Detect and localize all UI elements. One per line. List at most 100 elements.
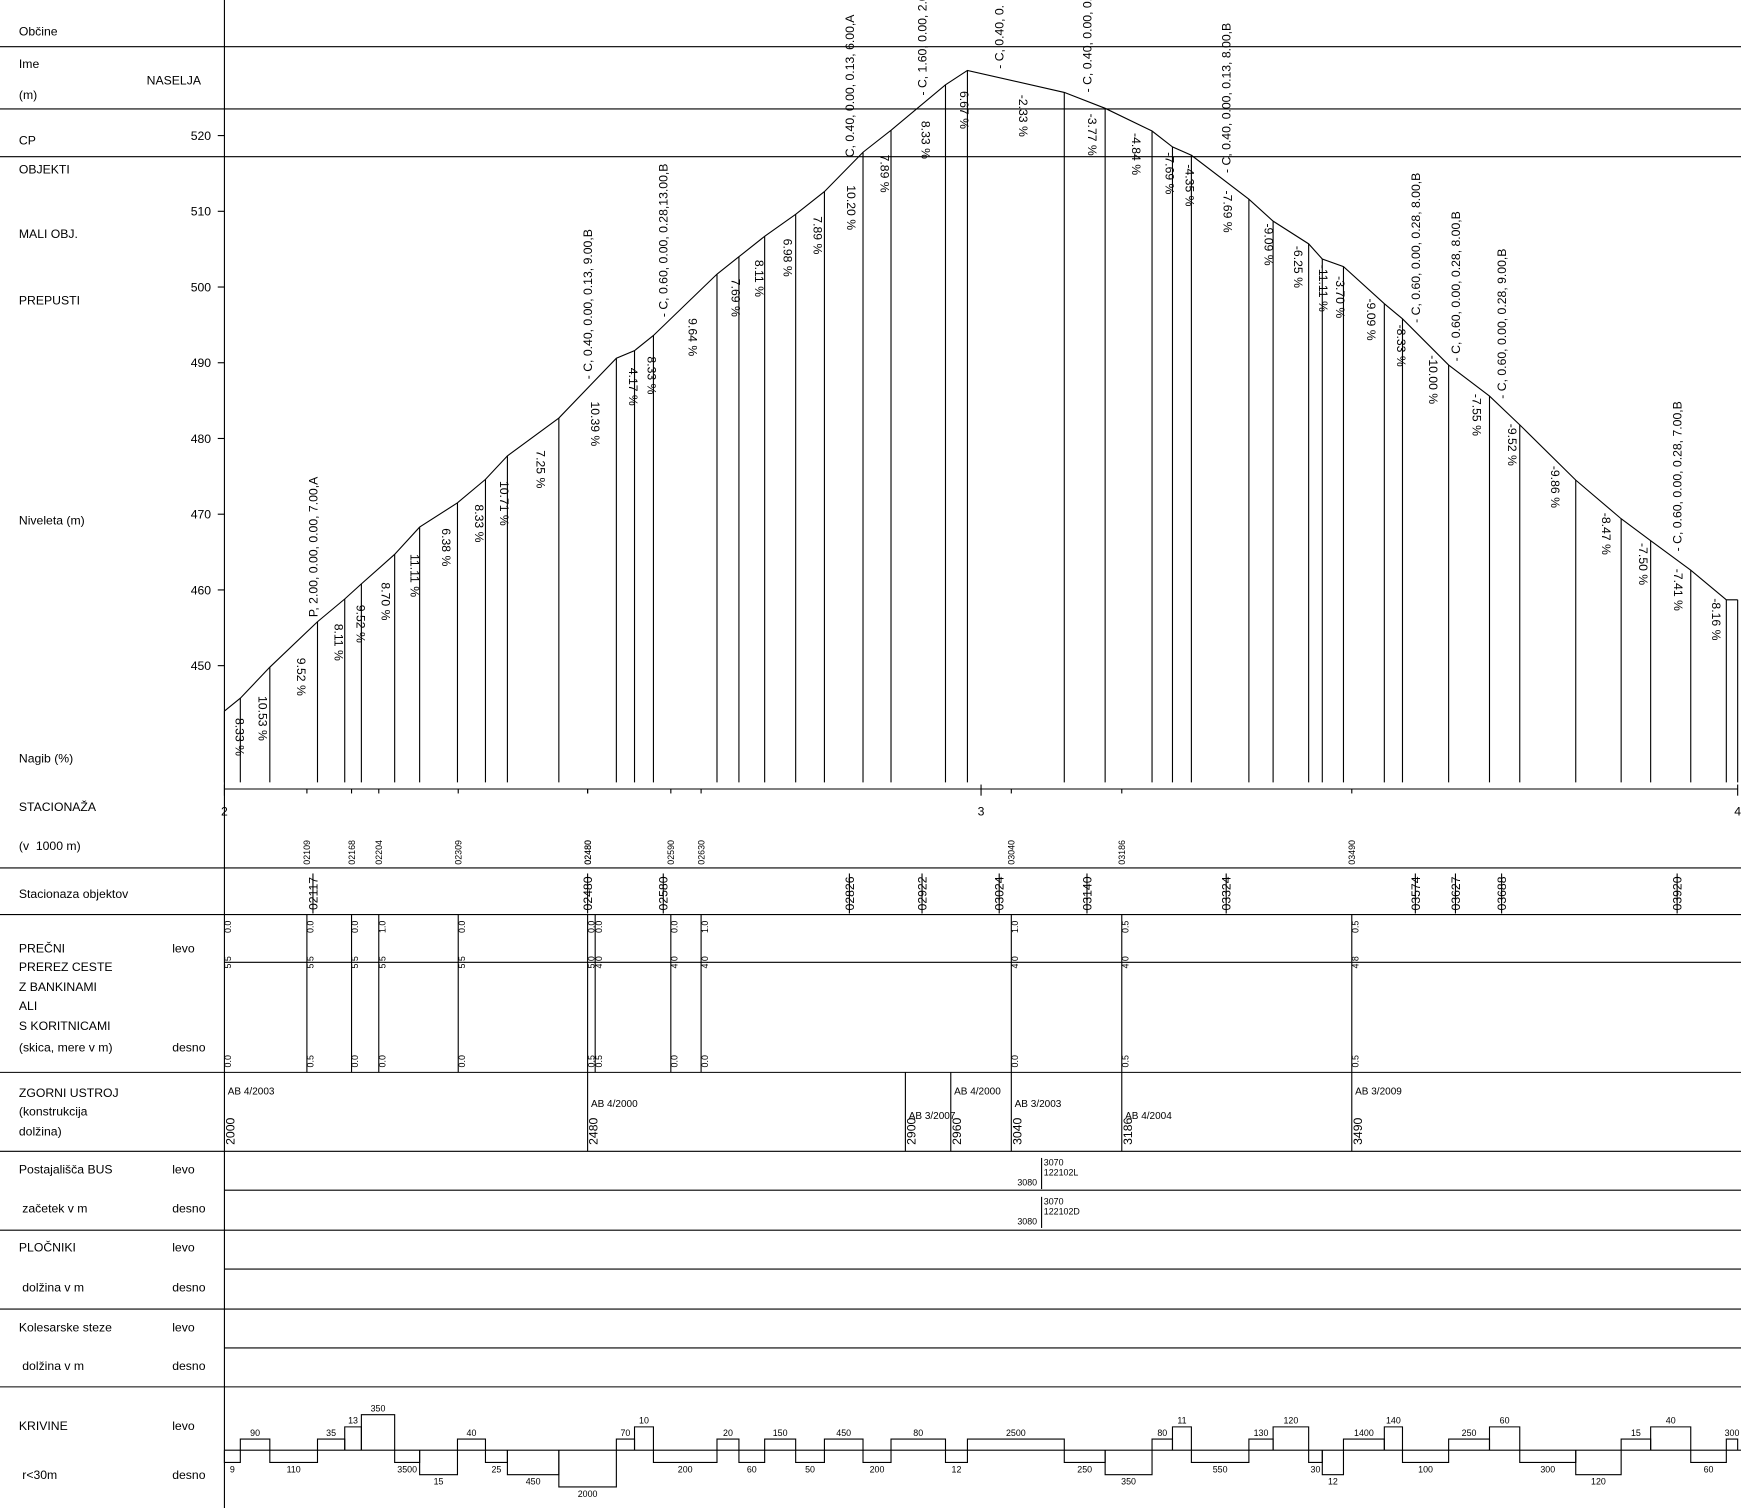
object-note: - C, 0.60, 0.00, 0.28, 8.00,B [1449, 211, 1463, 361]
row-label: Z BANKINAMI [19, 980, 97, 994]
curve-radius: 25 [491, 1464, 501, 1474]
curve-radius: 9 [230, 1464, 235, 1474]
station-mark-label: 02480 [583, 840, 593, 865]
station-mark-label: 02590 [666, 840, 676, 865]
curve-radius: 140 [1386, 1416, 1401, 1426]
section-value: 0.0 [350, 1055, 360, 1067]
grade-label: 4.17 % [626, 368, 640, 406]
row-label: NASELJA [147, 73, 202, 87]
curve-radius: 2000 [578, 1489, 598, 1499]
grade-label: 8.11 % [331, 624, 345, 661]
row-label: levo [172, 1240, 195, 1254]
structure-label: AB 4/2000 [954, 1087, 1001, 1098]
curve-radius: 250 [1462, 1428, 1477, 1438]
object-note: - C, 0.40, 0. [993, 5, 1007, 69]
object-station: 03140 [1080, 876, 1094, 910]
grade-label: -8.33 % [1394, 325, 1408, 367]
elevation-label: 520 [191, 129, 212, 143]
curve-radius: 120 [1591, 1477, 1606, 1487]
structure-station: 2900 [904, 1117, 918, 1144]
section-value: 4.0 [1010, 956, 1020, 968]
curve-radius: 450 [836, 1428, 851, 1438]
object-note: - C, 0.40, 0.00, 0. [1080, 0, 1094, 92]
curve-radius: 60 [747, 1464, 757, 1474]
curve [862, 1450, 892, 1463]
curve-radius: 12 [1328, 1477, 1338, 1487]
curve [633, 1426, 654, 1451]
row-label: Niveleta (m) [19, 514, 85, 528]
curve [223, 1450, 241, 1463]
bus-code: 122102D [1044, 1207, 1080, 1217]
structure-label: AB 3/2003 [1015, 1099, 1062, 1110]
section-value: 0.0 [377, 1055, 387, 1067]
object-note: - C, 0.60, 0.00, 0.28, 9.00,B [1495, 249, 1509, 399]
row-label: CP [19, 133, 36, 147]
row-label: dolžina v m [19, 1359, 84, 1373]
structure-station: 3040 [1010, 1117, 1024, 1144]
section-value: 0.5 [306, 1055, 316, 1067]
grade-label: 9.52 % [294, 658, 308, 696]
curve-radius: 50 [805, 1464, 815, 1474]
object-station: 02922 [915, 876, 929, 910]
object-note: - C, 0.40, 0.00, 0.13, 8.00,B [1220, 23, 1234, 173]
grade-label: 9.52 % [353, 605, 367, 643]
curve [738, 1450, 766, 1463]
section-value: 0.5 [1350, 1055, 1360, 1067]
grade-label: -9.86 % [1548, 466, 1562, 508]
curve [269, 1450, 319, 1463]
curve-radius: 130 [1254, 1428, 1269, 1438]
curve-radius: 200 [678, 1464, 693, 1474]
bus-start: 3070 [1044, 1197, 1064, 1207]
curve-radius: 110 [287, 1464, 301, 1474]
station-mark-label: 02168 [347, 840, 357, 865]
section-value: 0.0 [223, 1055, 233, 1067]
curve [1383, 1426, 1404, 1451]
grade-label: -9.52 % [1505, 424, 1519, 466]
structure-label: AB 4/2003 [228, 1087, 275, 1098]
object-note: - C, 0.60, 0.00, 0.28, 7.00,B [1671, 401, 1685, 551]
elevation-label: 500 [191, 280, 212, 294]
object-note: - C, 0.60, 0.00, 0.28,13.00,B [657, 164, 671, 318]
grade-label: 7.89 % [810, 216, 824, 254]
row-label: levo [172, 941, 195, 955]
section-value: 0.0 [350, 921, 360, 933]
grade-label: 6.98 % [780, 239, 794, 277]
section-value: 0.5 [1120, 921, 1130, 933]
object-station: 03627 [1449, 876, 1463, 910]
curve [652, 1450, 718, 1463]
curve-radius: 10 [639, 1416, 649, 1426]
curve-radius: 300 [1540, 1464, 1555, 1474]
station-mark-label: 02480 [583, 840, 593, 865]
grade-label: -7.41 % [1671, 569, 1685, 611]
section-value: 0.0 [670, 1055, 680, 1067]
row-label: Stacionaza objektov [19, 887, 129, 901]
grade-label: 11.11 % [407, 554, 421, 597]
row-label: PREPUSTI [19, 293, 80, 307]
section-value: 5.5 [223, 956, 233, 968]
curve [1690, 1450, 1727, 1463]
section-value: 5.5 [306, 956, 316, 968]
station-mark-label: 03490 [1347, 840, 1357, 865]
row-label: desno [172, 1280, 205, 1294]
section-value: 0.0 [457, 1055, 467, 1067]
section-value: 0.0 [586, 921, 596, 933]
curve [966, 1438, 1065, 1451]
station-label: 2 [221, 805, 228, 819]
section-value: 0.5 [1120, 1055, 1130, 1067]
section-value: 0.5 [586, 1055, 596, 1067]
object-note: - C, 1.60, 0.00, 2.0 [915, 0, 929, 96]
grade-label: 8.33 % [233, 718, 247, 756]
grade-label: -7.55 % [1469, 394, 1483, 436]
curve [456, 1438, 487, 1451]
curve-radius: 120 [1283, 1416, 1298, 1426]
curve-radius: 15 [1631, 1428, 1641, 1438]
row-label: desno [172, 1201, 205, 1215]
object-station: 03688 [1495, 876, 1509, 910]
section-value: 1.0 [1010, 921, 1020, 933]
grade-label: -7.50 % [1636, 543, 1650, 585]
station-mark-label: 03040 [1007, 840, 1017, 865]
row-label: S KORITNICAMI [19, 1019, 111, 1033]
curve [1401, 1450, 1450, 1463]
row-label: OBJEKTI [19, 162, 70, 176]
curve-radius: 200 [870, 1464, 885, 1474]
